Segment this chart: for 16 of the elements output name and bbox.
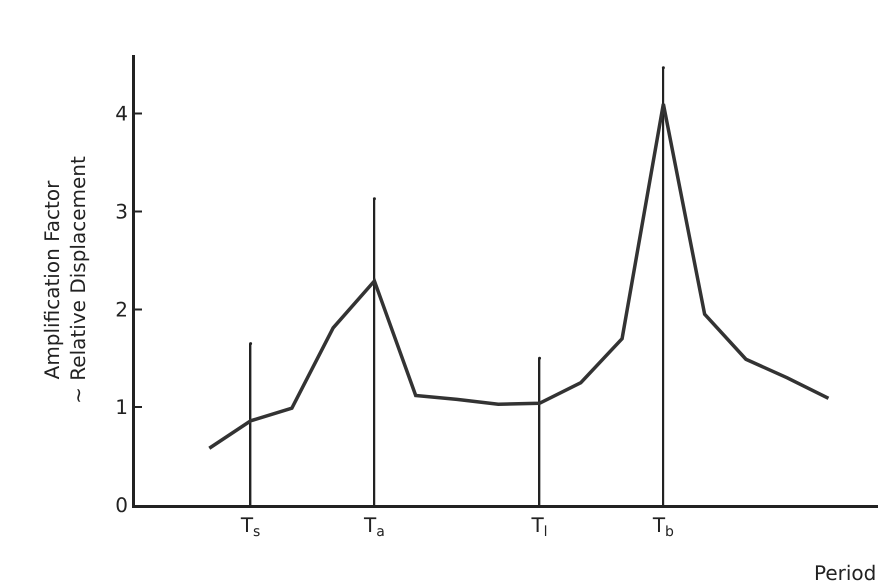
y-tick-label: 0 xyxy=(115,493,128,517)
point xyxy=(662,66,665,70)
x-axis-title: Period xyxy=(814,561,876,585)
point xyxy=(372,197,376,200)
y-tick-label: 2 xyxy=(115,297,128,322)
x-tick-label: T$_{b}$ xyxy=(652,513,674,540)
line-series xyxy=(208,102,830,450)
x-tick-label: T$_{l}$ xyxy=(530,513,548,540)
y-tick-label: 4 xyxy=(115,102,128,126)
y-tick-label: 3 xyxy=(115,200,128,224)
y-axis-title: Amplification Factor ~ Relative Displacement xyxy=(40,156,90,404)
x-tick-label: T$_{s}$ xyxy=(240,513,260,540)
point xyxy=(249,342,252,346)
point xyxy=(538,356,542,360)
y-tick-label: 1 xyxy=(115,395,128,420)
x-tick-label: T$_{a}$ xyxy=(363,513,385,540)
